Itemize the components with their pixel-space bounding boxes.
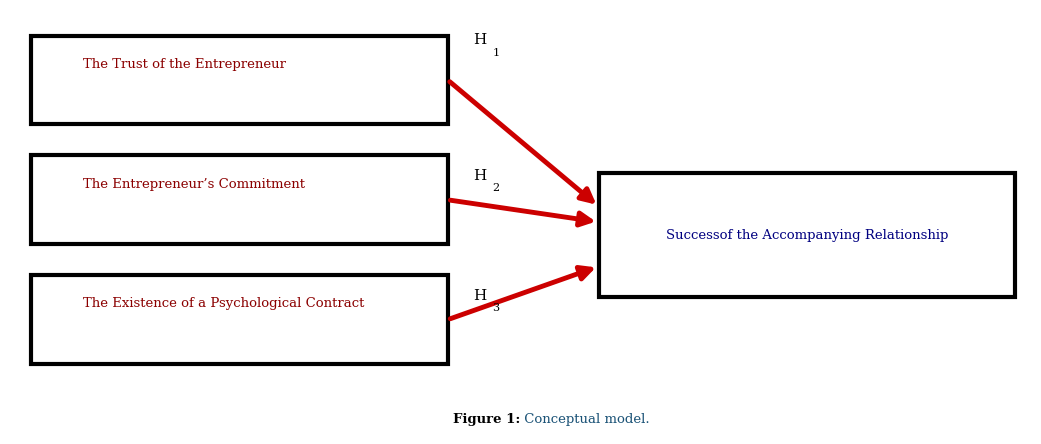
FancyBboxPatch shape	[31, 36, 448, 124]
Text: H: H	[474, 289, 487, 303]
Text: 2: 2	[492, 183, 500, 193]
FancyBboxPatch shape	[31, 275, 448, 364]
Text: Successof the Accompanying Relationship: Successof the Accompanying Relationship	[665, 229, 948, 242]
Text: The Existence of a Psychological Contract: The Existence of a Psychological Contrac…	[83, 297, 364, 310]
Text: H: H	[474, 169, 487, 183]
Text: The Entrepreneur’s Commitment: The Entrepreneur’s Commitment	[83, 178, 305, 190]
Text: 1: 1	[492, 48, 500, 58]
Text: Figure 1:: Figure 1:	[453, 413, 520, 426]
Text: The Trust of the Entrepreneur: The Trust of the Entrepreneur	[83, 58, 286, 71]
FancyBboxPatch shape	[599, 173, 1015, 297]
FancyBboxPatch shape	[31, 155, 448, 244]
Text: H: H	[474, 33, 487, 48]
Text: Conceptual model.: Conceptual model.	[520, 413, 651, 426]
Text: 3: 3	[492, 303, 500, 313]
